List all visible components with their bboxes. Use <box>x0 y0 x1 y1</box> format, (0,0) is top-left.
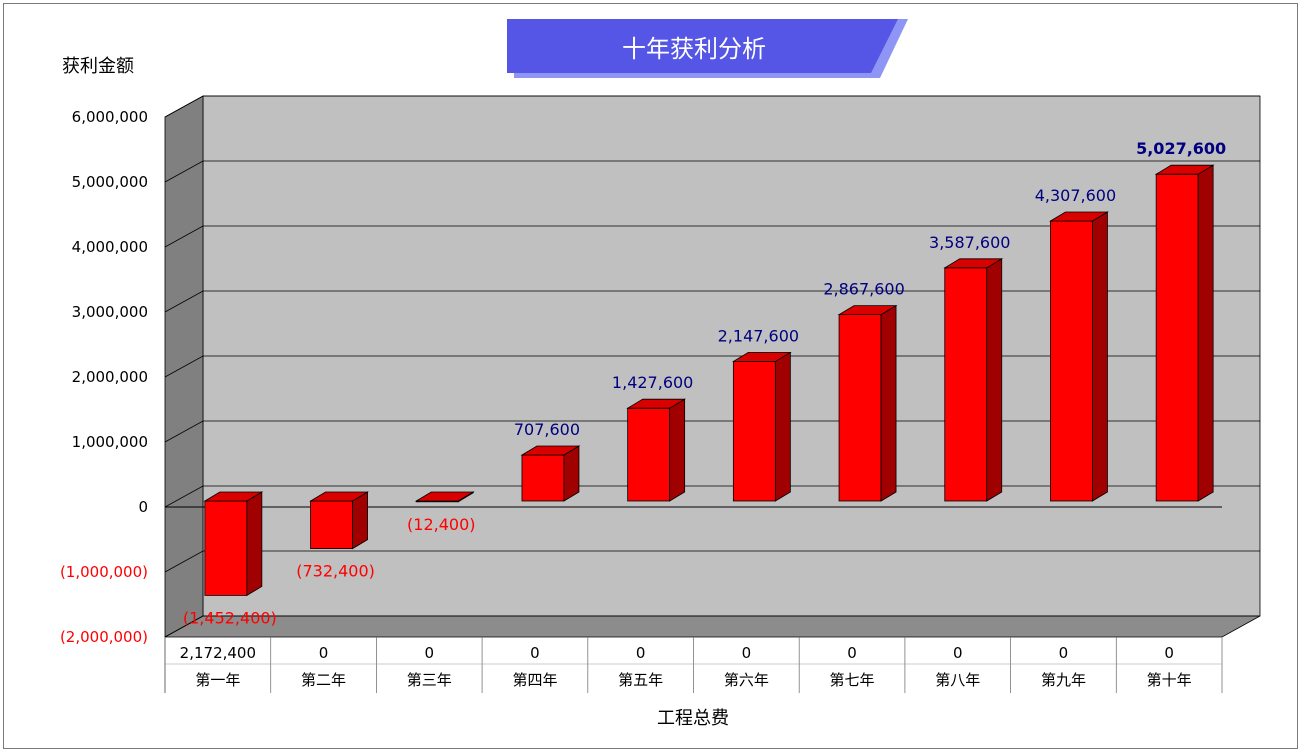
data-label: 2,147,600 <box>718 326 799 345</box>
x-tick-label: 第九年 <box>1041 671 1086 689</box>
bar-top <box>626 398 687 409</box>
bar-top <box>1049 211 1109 222</box>
table-value: 0 <box>424 644 434 662</box>
x-tick-label: 第七年 <box>830 671 875 689</box>
bar-front <box>627 407 671 502</box>
table-value: 2,172,400 <box>180 644 256 662</box>
x-tick-label: 第十年 <box>1147 671 1192 689</box>
x-axis-title: 工程总费 <box>657 708 729 729</box>
y-tick-labels: 6,000,000 5,000,000 4,000,000 3,000,000 2,00… <box>60 108 148 646</box>
bar <box>1049 211 1109 502</box>
bar-side <box>774 351 791 502</box>
table-value: 0 <box>636 644 646 662</box>
bar-top <box>837 305 898 316</box>
x-tick-label: 第六年 <box>724 671 769 689</box>
bar-front <box>1050 220 1093 502</box>
bar-top <box>309 491 369 502</box>
x-tick-label: 第五年 <box>618 671 663 689</box>
gridline <box>164 615 1260 638</box>
bar <box>837 304 898 502</box>
table-value: 0 <box>1164 644 1174 662</box>
x-tick-label: 第三年 <box>407 671 452 689</box>
bar <box>520 445 581 502</box>
y-tick-label: (1,000,000) <box>60 563 148 581</box>
floor <box>164 615 1261 638</box>
bar-front <box>1155 173 1199 502</box>
bar-top <box>731 352 792 362</box>
x-tick-label: 第八年 <box>935 671 980 689</box>
gridline <box>164 420 1260 443</box>
data-labels: (1,452,400) (732,400) (12,400) 707,600 1,427… <box>183 139 1226 627</box>
bar-side <box>986 258 1003 502</box>
bar-side <box>352 491 368 550</box>
data-label: 3,587,600 <box>929 233 1010 252</box>
gridline <box>164 355 1260 378</box>
data-table: 2,172,400 第一年 0 第二年 0 第三年 0 第四年 0 第五年 0 第六年 0 第七年 0 第八年… <box>164 637 1223 693</box>
gridline <box>164 485 1260 508</box>
data-label: 707,600 <box>514 420 580 439</box>
gridline <box>164 225 1260 248</box>
bar-top <box>520 445 581 456</box>
bar-side <box>1197 164 1214 502</box>
data-label: (12,400) <box>407 515 475 534</box>
data-label: (732,400) <box>296 562 375 581</box>
x-tick-label: 第二年 <box>301 671 346 689</box>
bar-top <box>1154 164 1215 175</box>
y-tick-label: 3,000,000 <box>72 303 148 321</box>
bar-front <box>944 267 988 502</box>
data-label: 4,307,600 <box>1035 186 1116 205</box>
x-tick-label: 第一年 <box>195 671 240 689</box>
bar-front <box>204 500 248 596</box>
bar-side <box>880 304 897 502</box>
data-label: (1,452,400) <box>183 608 277 627</box>
chart-frame <box>3 3 1298 749</box>
table-value: 0 <box>742 644 752 662</box>
bar-side <box>246 491 263 597</box>
table-value: 0 <box>847 644 857 662</box>
y-tick-label: 6,000,000 <box>72 108 148 126</box>
bar-front <box>521 454 565 502</box>
bars <box>203 164 1215 597</box>
bar-top <box>414 491 475 502</box>
bar-top <box>943 258 1004 269</box>
title-banner-front <box>507 19 898 73</box>
bar-front <box>732 361 776 502</box>
bar <box>414 491 475 503</box>
bar <box>203 491 264 597</box>
chart-title: 十年获利分析 <box>622 35 766 63</box>
y-tick-label: (2,000,000) <box>60 628 148 646</box>
bar-side <box>1092 211 1108 502</box>
y-tick-label: 0 <box>138 498 148 516</box>
y-tick-label: 5,000,000 <box>72 173 148 191</box>
gridline <box>164 160 1260 183</box>
bar <box>731 351 792 502</box>
y-tick-label: 2,000,000 <box>72 368 148 386</box>
data-label: 2,867,600 <box>823 280 904 299</box>
y-tick-label: 4,000,000 <box>72 238 148 256</box>
table-value: 0 <box>530 644 540 662</box>
bar-side <box>669 398 686 502</box>
y-tick-label: 1,000,000 <box>72 433 148 451</box>
data-label: 1,427,600 <box>612 373 693 392</box>
y-axis-title: 获利金额 <box>62 56 134 77</box>
bar <box>309 491 369 550</box>
table-value: 0 <box>1059 644 1069 662</box>
bar <box>943 258 1004 502</box>
gridline <box>164 290 1260 313</box>
gridline <box>164 95 1260 118</box>
x-tick-label: 第四年 <box>512 671 557 689</box>
table-value: 0 <box>953 644 963 662</box>
bar-side <box>563 445 580 502</box>
bar-front <box>838 314 882 502</box>
gridline <box>164 550 1260 573</box>
title-banner: 十年获利分析 <box>507 19 908 78</box>
bar-top <box>203 491 264 502</box>
bar <box>1154 164 1215 502</box>
bar <box>626 398 687 502</box>
table-value: 0 <box>319 644 329 662</box>
data-label: 5,027,600 <box>1136 139 1226 158</box>
bar-front <box>310 500 353 550</box>
